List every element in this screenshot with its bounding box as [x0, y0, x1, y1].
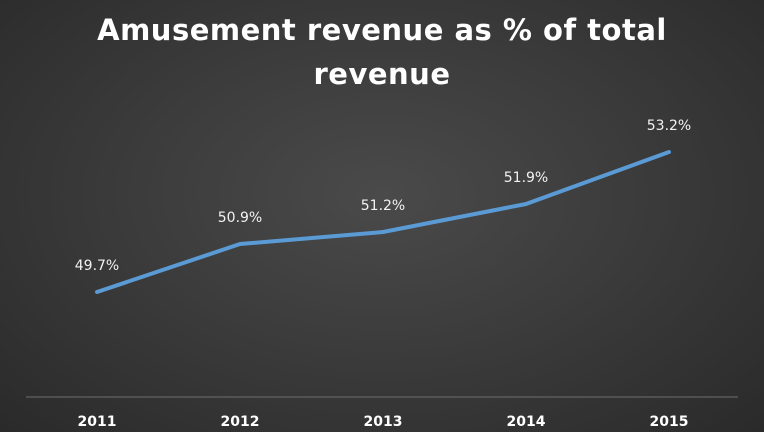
data-label-2013: 51.2%	[361, 198, 405, 214]
x-tick-label-2014: 2014	[507, 414, 546, 430]
data-labels: 49.7% 50.9% 51.2% 51.9% 53.2%	[75, 118, 691, 274]
data-label-2011: 49.7%	[75, 258, 119, 274]
data-label-2014: 51.9%	[504, 170, 548, 186]
x-tick-label-2013: 2013	[364, 414, 403, 430]
chart-title: Amusement revenue as % of total revenue	[97, 13, 667, 91]
data-label-2015: 53.2%	[647, 118, 691, 134]
x-tick-label-2015: 2015	[650, 414, 689, 430]
x-tick-label-2011: 2011	[78, 414, 117, 430]
x-axis-tick-labels: 2011 2012 2013 2014 2015	[78, 414, 689, 430]
data-label-2012: 50.9%	[218, 210, 262, 226]
x-tick-label-2012: 2012	[221, 414, 260, 430]
series-line	[95, 150, 671, 294]
